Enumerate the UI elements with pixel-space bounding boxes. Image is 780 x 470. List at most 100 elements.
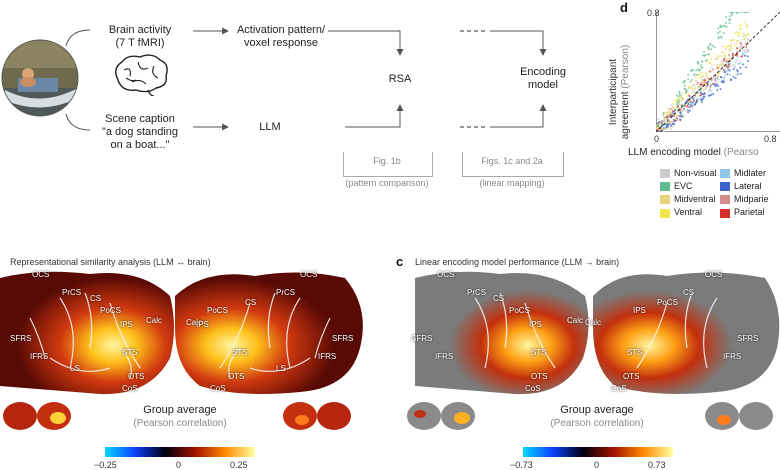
scatter-point	[709, 94, 711, 97]
fig1b-label: Fig. 1b	[373, 156, 401, 166]
scatter-point	[724, 55, 727, 58]
scatter-point	[730, 12, 733, 13]
scatter-point	[716, 83, 718, 86]
sulcus-label: CS	[245, 298, 257, 307]
scatter-point	[732, 68, 735, 71]
scatter-point	[730, 78, 732, 81]
scatter-point	[716, 67, 719, 69]
scatter-point	[717, 75, 720, 78]
scatter-point	[707, 53, 710, 56]
scatter-point	[701, 66, 703, 69]
scatter-point	[663, 116, 666, 119]
legend-swatch	[660, 195, 670, 205]
scatter-point	[713, 78, 716, 81]
ylabel-unit: (Pearson)	[620, 44, 631, 89]
panel-b-group-average: Group average	[143, 404, 217, 416]
scatter-point	[728, 22, 731, 25]
scatter-point	[706, 59, 709, 62]
legend-swatch	[720, 169, 730, 179]
scatter-point	[717, 85, 720, 87]
scatter-point	[699, 91, 702, 94]
panel-c-cbar-max: 0.73	[648, 460, 666, 470]
scatter-point	[722, 64, 725, 66]
scatter-point	[700, 98, 703, 101]
scatter-point	[737, 35, 740, 38]
scatter-point	[722, 77, 725, 80]
scatter-point	[689, 101, 692, 104]
scatter-point	[734, 61, 737, 64]
scatter-point	[740, 12, 742, 13]
scatter-point	[702, 74, 704, 77]
xlabel-text: LLM encoding model	[628, 147, 721, 158]
scatter-point	[709, 43, 712, 45]
scatter-point	[691, 87, 694, 90]
panel-c-flatmap	[415, 271, 780, 395]
scatter-point	[722, 59, 725, 62]
scatter-point	[678, 90, 681, 93]
scatter-point	[672, 102, 675, 105]
scatter-point	[699, 83, 702, 86]
scatter-point	[679, 119, 682, 122]
scatter-point	[719, 24, 722, 27]
scatter-point	[687, 92, 690, 95]
flow-arrows	[193, 27, 547, 131]
scatter-point	[702, 89, 705, 92]
scatter-point	[716, 56, 719, 59]
scatter-point	[741, 38, 744, 41]
caption-line-2: on a boat..."	[110, 139, 170, 151]
scatter-point	[738, 59, 741, 62]
scatter-point	[709, 84, 712, 87]
scatter-point	[680, 100, 683, 103]
sulcus-label: PoCS	[100, 306, 121, 315]
scatter-point	[724, 71, 727, 73]
scatter-point	[718, 30, 721, 33]
scatter-point	[710, 58, 713, 61]
scatter-point	[711, 64, 714, 67]
scatter-point	[736, 73, 739, 76]
scatter-point	[735, 59, 738, 62]
panel-b-cbar-mid: 0	[176, 460, 182, 470]
sulcus-label: CoS	[611, 384, 627, 393]
scatter-point	[739, 24, 742, 27]
legend-item: Lateral	[720, 181, 780, 192]
scatter-point	[731, 14, 733, 16]
scatter-point	[687, 73, 690, 76]
scatter-point	[709, 66, 712, 69]
scatter-point	[681, 113, 684, 116]
scatter-point	[737, 62, 740, 65]
scatter-point	[657, 118, 659, 120]
scatter-point	[668, 120, 671, 123]
scatter-point	[703, 92, 706, 95]
brain-activity-label: Brain activity	[108, 24, 172, 36]
scatter-point	[704, 53, 707, 56]
scatter-point	[661, 123, 663, 126]
scatter-point	[712, 77, 715, 80]
scatter-point	[691, 101, 694, 104]
brain-icon	[115, 54, 168, 96]
scatter-point	[665, 123, 668, 126]
sulcus-label: Calc	[186, 318, 203, 327]
scatter-point	[676, 102, 679, 105]
scatter-point	[668, 123, 671, 126]
xlabel-unit: (Pearso	[723, 147, 759, 158]
llm-label: LLM	[259, 121, 281, 133]
sulcus-label: Calc	[146, 316, 163, 325]
scatter-point	[684, 88, 687, 91]
scatter-point	[703, 50, 705, 53]
panel-c-pearson: (Pearson correlation)	[550, 418, 644, 429]
scatter-point	[666, 125, 669, 128]
scatter-point	[728, 57, 731, 60]
panel-d-letter: d	[620, 0, 628, 15]
scatter-point	[656, 122, 659, 125]
panel-b-inflated-left	[3, 402, 71, 430]
sulcus-label: PoCS	[657, 298, 678, 307]
scatter-point	[683, 107, 685, 110]
panel-d-xlabel: LLM encoding model (Pearso	[628, 147, 759, 158]
scatter-point	[733, 44, 736, 47]
scatter-point	[684, 110, 687, 113]
scatter-point	[663, 120, 666, 123]
scatter-point	[725, 16, 728, 19]
legend-label: Ventral	[674, 207, 703, 218]
sulcus-label: IPS	[196, 320, 209, 329]
sulcus-label: CS	[90, 294, 102, 303]
